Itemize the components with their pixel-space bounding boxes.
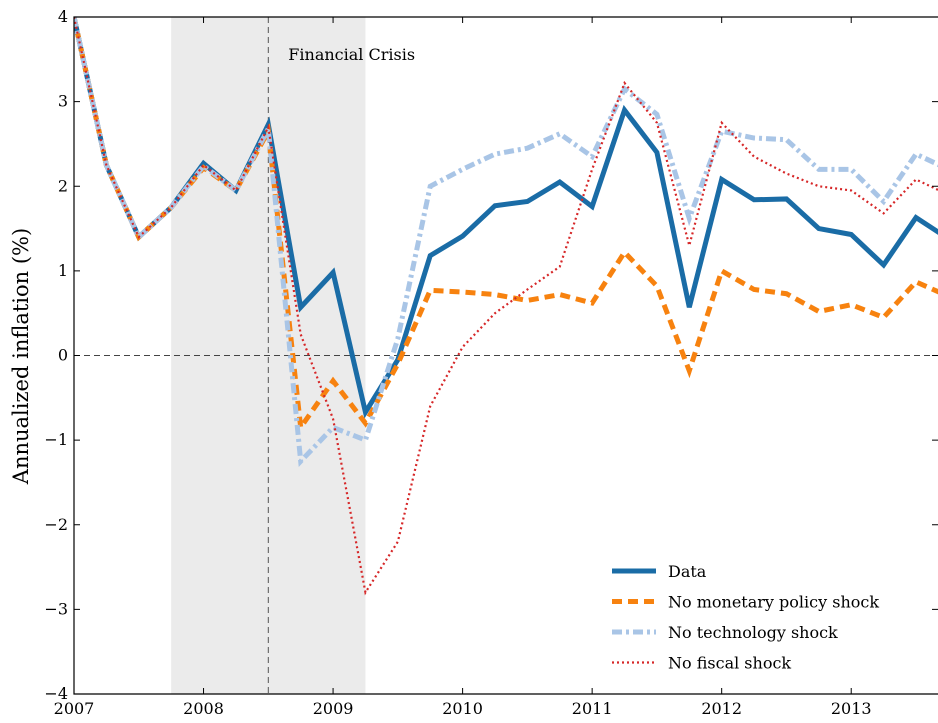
x-tick-label: 2013 — [831, 699, 872, 718]
series-line — [74, 17, 938, 467]
legend-label: No monetary policy shock — [668, 593, 879, 612]
y-tick-label: 1 — [58, 261, 68, 280]
annotation: Financial Crisis — [288, 45, 415, 64]
x-tick-label: 2012 — [701, 699, 742, 718]
y-axis-label: Annualized inflation (%) — [9, 228, 33, 485]
y-tick-label: −2 — [44, 515, 68, 534]
y-tick-label: −3 — [44, 599, 68, 618]
y-tick-label: 4 — [58, 7, 68, 26]
y-tick-label: 2 — [58, 176, 68, 195]
x-tick-label: 2009 — [313, 699, 354, 718]
legend-label: No fiscal shock — [668, 654, 791, 673]
y-tick-label: −4 — [44, 684, 68, 703]
series-line — [74, 17, 938, 596]
legend-label: No technology shock — [668, 623, 838, 642]
legend-label: Data — [668, 562, 707, 581]
series-line — [74, 17, 938, 435]
x-tick-label: 2010 — [442, 699, 483, 718]
y-tick-label: 3 — [58, 92, 68, 111]
y-tick-label: −1 — [44, 430, 68, 449]
x-tick-label: 2011 — [572, 699, 613, 718]
y-tick-label: 0 — [58, 346, 68, 365]
x-tick-label: 2008 — [183, 699, 224, 718]
x-tick-label: 2007 — [54, 699, 95, 718]
